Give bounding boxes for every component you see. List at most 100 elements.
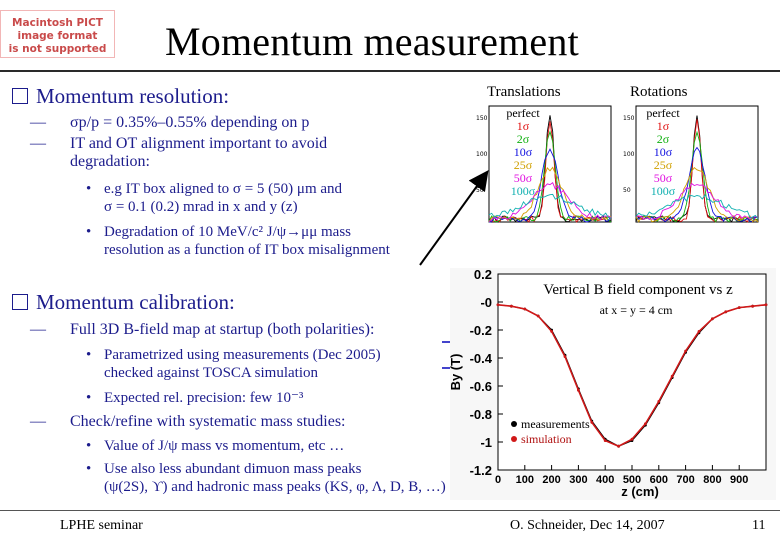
placeholder-line: image format [17,30,98,42]
histogram-series [635,119,759,223]
data-point [630,437,634,441]
bullet-item: • e.g IT box aligned to σ = 5 (50) μm and… [86,180,342,216]
histogram-series [635,166,759,223]
checkbox-icon [12,294,28,310]
bullet-item: • Value of J/ψ mass vs momentum, etc … [86,437,344,455]
bullet-text-cont: σ = 0.1 (0.2) mrad in x and y (z) [104,199,298,215]
y-tick-label: -1.2 [470,463,492,478]
histogram-frame [635,105,759,223]
data-point [697,330,701,333]
pict-placeholder: Macintosh PICT image format is not suppo… [0,10,115,58]
pointer-arrow-1 [419,170,489,266]
bullet-item: • Degradation of 10 MeV/c² J/ψ→μμ mass re… [86,223,390,259]
data-point [657,400,661,403]
y-tick-label: -0 [480,295,492,310]
dash-item: — Check/refine with systematic mass studi… [30,413,346,431]
dash-icon: — [30,321,46,338]
heading-text: Momentum calibration: [36,290,235,314]
translations-label: Translations [487,84,561,100]
x-tick-label: 900 [730,474,748,486]
histogram-tick: 50 [623,187,631,194]
data-point [617,444,620,448]
y-tick-label: -0.4 [470,351,493,366]
bullet-text-cont: checked against TOSCA simulation [104,365,319,381]
bullet-icon: • [86,347,92,363]
data-point [644,422,647,426]
dash-icon: — [30,114,46,131]
item-text: IT and OT alignment important to avoid [70,135,328,152]
histogram-series [488,193,612,219]
bullet-item: • Parametrized using measurements (Dec 20… [86,346,381,382]
bullet-icon: • [86,390,92,406]
histogram-series [635,182,759,220]
item-text: σp/p = 0.35%–0.55% depending on p [70,114,310,131]
bullet-text: e.g IT box aligned to σ = 5 (50) μm and [104,181,343,197]
x-axis-label: z (cm) [621,484,659,499]
data-point [523,307,527,311]
bullet-icon: • [86,181,92,197]
translations-legend: perfect 1σ 2σ 10σ 25σ 50σ 100σ [498,107,548,198]
data-point [496,303,500,307]
footer-author-date: O. Schneider, Dec 14, 2007 [510,518,665,533]
histogram-tick: 100 [476,151,488,158]
bullet-text: Parametrized using measurements (Dec 200… [104,347,381,363]
legend-entry: 50σ [513,171,533,185]
bullet-text: Expected rel. precision: few 10⁻³ [104,390,304,406]
data-point [684,349,687,353]
data-point [563,355,567,358]
legend-entry: 10σ [653,145,673,159]
y-axis-label: By (T) [450,354,463,391]
legend-entry: 25σ [513,158,533,172]
legend-label: simulation [521,432,572,446]
y-tick-label: 0.2 [474,268,492,282]
y-tick-label: -0.2 [470,323,492,338]
histogram-frame [488,105,612,223]
legend-entry: perfect [646,106,680,120]
dash-item: — σp/p = 0.35%–0.55% depending on p [30,114,309,132]
data-point [737,306,741,309]
x-tick-label: 800 [703,474,721,486]
legend-entry: 100σ [650,184,676,198]
x-tick-label: 700 [676,474,694,486]
legend-entry: 1σ [656,119,670,133]
histogram-series [488,182,612,222]
bullet-text-cont: resolution as a function of IT box misal… [104,242,390,258]
rotations-legend: perfect 1σ 2σ 10σ 25σ 50σ 100σ [638,107,688,198]
bullet-icon: • [86,438,92,454]
plot-frame [497,273,767,471]
data-point [751,304,754,308]
y-tick-label: -0.8 [470,407,492,422]
rotations-histogram: 150 100 50 [623,105,759,223]
rotations-label: Rotations [630,84,688,100]
legend-entry: 100σ [510,184,536,198]
footer-divider [0,510,780,511]
data-point [764,303,768,307]
heading-text: Momentum resolution: [36,84,230,108]
section-heading-calibration: Momentum calibration: [12,290,235,315]
footer-event: LPHE seminar [60,518,143,533]
legend-marker [511,421,517,427]
chart-title: Vertical B field component vs z [543,282,733,298]
x-tick-label: 300 [569,474,587,486]
bullet-icon: • [86,461,92,477]
slide-title: Momentum measurement [165,19,579,64]
data-point [711,317,714,321]
bullet-text: Value of J/ψ mass vs momentum, etc … [104,438,345,454]
section-heading-resolution: Momentum resolution: [12,84,229,109]
legend-label: measurements [521,417,590,431]
y-tick-label: -0.6 [470,379,492,394]
x-tick-label: 600 [650,474,668,486]
legend-entry: 10σ [513,145,533,159]
item-text: Full 3D B-field map at startup (both pol… [70,321,375,338]
bullet-text-cont: (ψ(2S), ϒ) and hadronic mass peaks (KS, … [104,479,446,495]
histogram-tick: 150 [623,115,635,122]
data-point [590,421,594,424]
dash-icon: — [30,135,46,152]
y-tick-label: -1 [480,435,492,450]
dash-icon: — [30,413,46,430]
x-tick-label: 500 [623,474,641,486]
bfield-chart: 0.2 -0 -0.2 -0.4 -0.6 -0.8 -1 -1.20 100 200 300 400… [450,268,776,500]
dash-item: — IT and OT alignment important to avoid … [30,135,327,171]
legend-entry: 2σ [656,132,670,146]
